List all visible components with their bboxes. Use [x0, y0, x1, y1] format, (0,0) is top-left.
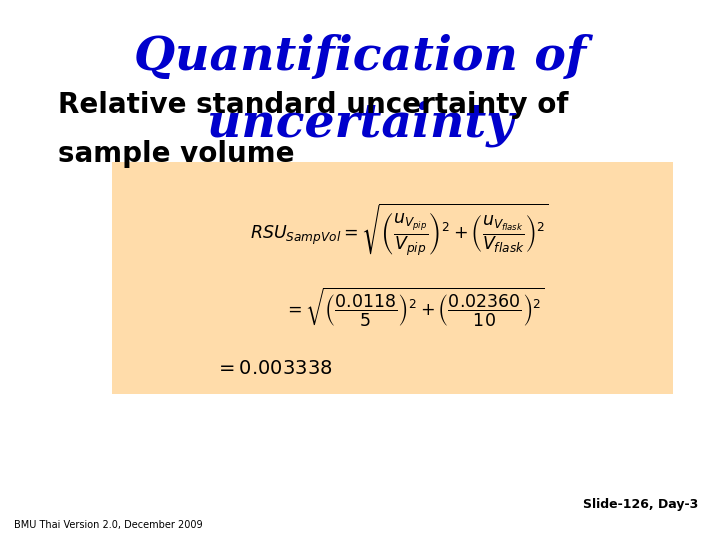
Text: $= 0.003338$: $= 0.003338$ [215, 359, 333, 378]
Text: Quantification of: Quantification of [134, 33, 586, 80]
Text: $RSU_{SampVol} = \sqrt{\left(\dfrac{u_{V_{pip}}}{V_{pip}}\right)^{2} + \left(\df: $RSU_{SampVol} = \sqrt{\left(\dfrac{u_{V… [251, 201, 549, 258]
Text: Relative standard uncertainty of: Relative standard uncertainty of [58, 91, 568, 119]
Text: BMU Thai Version 2.0, December 2009: BMU Thai Version 2.0, December 2009 [14, 520, 203, 530]
Text: sample volume: sample volume [58, 140, 294, 168]
Text: $= \sqrt{\left(\dfrac{0.0118}{5}\right)^{2} + \left(\dfrac{0.02360}{10}\right)^{: $= \sqrt{\left(\dfrac{0.0118}{5}\right)^… [284, 286, 544, 329]
FancyBboxPatch shape [112, 162, 673, 394]
Text: Slide-126, Day-3: Slide-126, Day-3 [583, 498, 698, 511]
Text: uncertainty: uncertainty [207, 101, 513, 147]
